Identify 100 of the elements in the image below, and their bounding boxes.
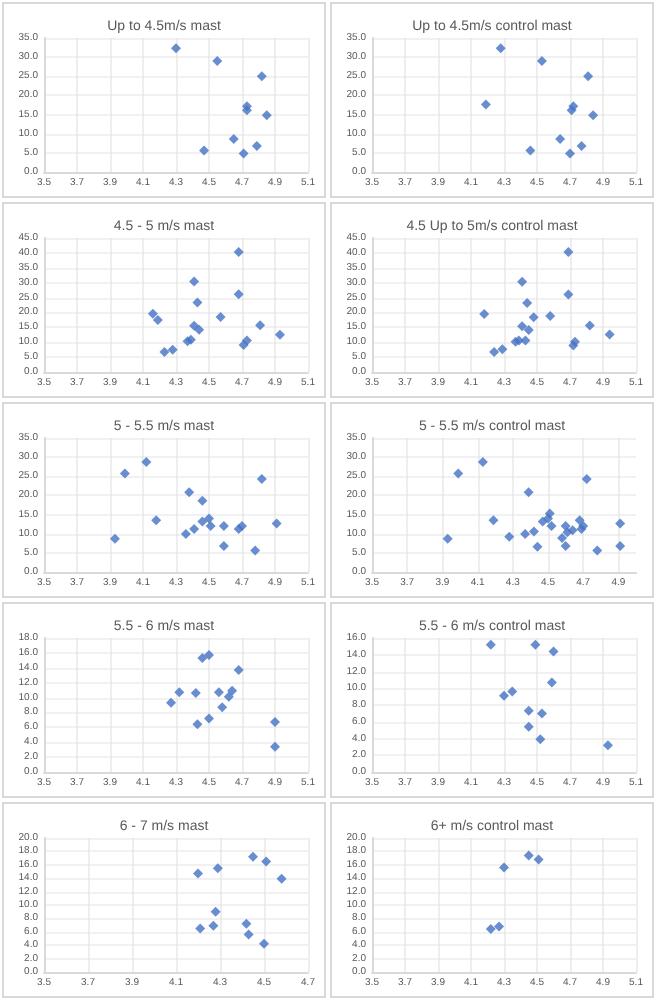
point xyxy=(193,868,203,879)
point xyxy=(256,473,267,484)
point xyxy=(545,311,556,322)
point xyxy=(548,646,559,657)
point xyxy=(174,687,185,698)
point xyxy=(489,347,500,358)
point xyxy=(152,314,163,325)
point xyxy=(523,487,534,498)
point xyxy=(208,920,219,931)
point xyxy=(189,320,200,331)
point xyxy=(233,665,244,676)
point xyxy=(477,457,488,468)
point xyxy=(588,110,599,121)
point xyxy=(197,516,208,527)
point xyxy=(574,515,585,526)
point xyxy=(479,308,490,319)
point xyxy=(256,71,267,82)
point xyxy=(167,344,178,355)
point xyxy=(261,110,272,121)
point xyxy=(255,320,266,331)
point xyxy=(499,690,509,701)
point xyxy=(523,721,534,732)
point xyxy=(270,741,280,752)
point xyxy=(520,529,531,540)
point xyxy=(215,311,226,322)
point xyxy=(592,545,603,556)
point xyxy=(480,99,491,110)
point xyxy=(517,321,528,332)
point xyxy=(546,521,557,532)
point xyxy=(615,518,626,529)
point xyxy=(189,276,200,287)
point xyxy=(212,863,223,874)
point xyxy=(197,495,208,506)
point xyxy=(270,717,280,728)
point xyxy=(238,148,249,159)
point xyxy=(233,247,244,257)
point xyxy=(166,697,177,708)
point xyxy=(159,347,170,358)
point xyxy=(250,545,261,556)
point xyxy=(192,719,203,730)
point xyxy=(119,468,130,479)
point xyxy=(184,487,195,498)
point xyxy=(189,524,200,535)
point xyxy=(213,687,224,698)
point xyxy=(218,521,229,532)
point xyxy=(204,513,214,524)
point xyxy=(494,921,505,932)
point xyxy=(604,329,615,340)
point xyxy=(602,740,613,751)
point xyxy=(517,276,528,287)
point xyxy=(205,521,216,532)
point xyxy=(261,856,272,867)
point xyxy=(233,289,244,300)
point xyxy=(180,529,191,540)
point xyxy=(536,55,547,66)
point xyxy=(525,145,536,156)
point xyxy=(520,335,531,346)
point xyxy=(533,854,544,865)
point xyxy=(271,518,282,529)
point xyxy=(615,540,626,551)
point xyxy=(228,134,239,145)
point xyxy=(195,923,206,934)
point xyxy=(532,541,543,552)
point xyxy=(243,929,254,940)
point xyxy=(528,526,539,537)
point xyxy=(248,851,258,862)
point xyxy=(528,312,539,323)
point xyxy=(562,527,573,538)
point xyxy=(555,134,566,145)
point xyxy=(557,532,568,543)
point xyxy=(241,918,252,929)
point xyxy=(576,140,587,151)
point xyxy=(453,468,464,479)
point xyxy=(485,639,496,650)
point xyxy=(210,906,221,917)
point xyxy=(536,708,547,719)
point xyxy=(563,289,574,300)
point xyxy=(497,344,508,355)
point xyxy=(147,308,158,319)
point xyxy=(194,324,205,335)
point xyxy=(276,873,287,884)
point xyxy=(199,145,210,156)
point xyxy=(223,691,234,702)
point xyxy=(259,938,269,949)
point xyxy=(218,540,229,551)
point xyxy=(212,55,223,66)
point xyxy=(109,533,120,544)
point xyxy=(204,650,214,661)
point xyxy=(274,329,285,340)
point xyxy=(204,713,214,724)
point xyxy=(537,516,548,527)
point xyxy=(563,247,574,257)
point xyxy=(560,540,571,551)
point xyxy=(192,297,203,308)
point xyxy=(499,862,509,873)
point xyxy=(583,71,594,82)
point xyxy=(190,688,201,699)
point xyxy=(442,533,453,544)
point xyxy=(530,639,541,650)
point xyxy=(581,473,592,484)
